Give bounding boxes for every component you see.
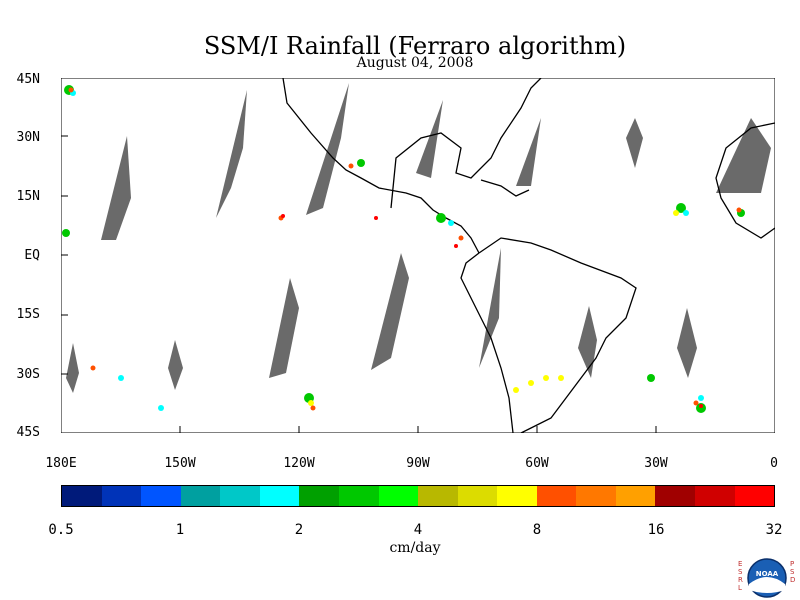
colorbar-swatch — [101, 486, 142, 506]
color-scale-bar — [61, 485, 775, 507]
lon-label: 180E — [45, 456, 77, 471]
colorbar-tick: 16 — [647, 522, 665, 538]
colorbar-tick: 2 — [294, 522, 304, 538]
colorbar-tick: 32 — [765, 522, 783, 538]
axis-ticks — [61, 135, 657, 433]
colorbar-swatch — [141, 486, 181, 506]
colorbar-swatch — [220, 486, 260, 506]
colorbar-swatch — [576, 486, 616, 506]
map-frame — [61, 78, 775, 433]
colorbar-swatch — [655, 486, 695, 506]
colorbar-swatch — [418, 486, 458, 506]
colorbar-swatch — [536, 486, 577, 506]
colorbar-swatch — [62, 486, 102, 506]
lon-label: 150W — [164, 456, 196, 471]
colorbar-tick: 8 — [532, 522, 542, 538]
colorbar-swatch — [259, 486, 300, 506]
rainfall-patches — [62, 85, 745, 413]
lat-label: 45S — [16, 425, 40, 440]
lat-label: 15S — [16, 307, 40, 322]
colorbar-unit: cm/day — [389, 540, 441, 556]
chart-title: SSM/I Rainfall (Ferraro algorithm) — [203, 32, 627, 60]
lon-label: 30W — [644, 456, 668, 471]
colorbar-tick: 1 — [175, 522, 185, 538]
lat-label: 15N — [16, 189, 40, 204]
svg-text:NOAA: NOAA — [756, 570, 779, 578]
lon-label: 90W — [406, 456, 430, 471]
colorbar-swatch — [695, 486, 735, 506]
lon-label: 0 — [770, 456, 778, 471]
chart-date: August 04, 2008 — [356, 55, 474, 71]
colorbar-swatch — [378, 486, 419, 506]
colorbar-swatch — [180, 486, 221, 506]
lat-label: 30N — [16, 130, 40, 145]
colorbar-swatch — [497, 486, 537, 506]
coastlines — [282, 78, 775, 433]
lat-label: 30S — [16, 367, 40, 382]
noaa-logo-icon: NOAA — [747, 558, 787, 598]
rainfall-map — [61, 78, 775, 433]
lon-label: 120W — [283, 456, 315, 471]
colorbar-tick: 4 — [413, 522, 423, 538]
colorbar-swatch — [299, 486, 339, 506]
lon-label: 60W — [525, 456, 549, 471]
colorbar-swatch — [615, 486, 656, 506]
colorbar-swatch — [338, 486, 379, 506]
swath-gaps — [66, 83, 771, 393]
lat-label: 45N — [16, 72, 40, 87]
colorbar-swatch — [457, 486, 498, 506]
colorbar-swatch — [734, 486, 775, 506]
colorbar-tick: 0.5 — [48, 522, 74, 538]
lat-label: EQ — [24, 248, 40, 263]
